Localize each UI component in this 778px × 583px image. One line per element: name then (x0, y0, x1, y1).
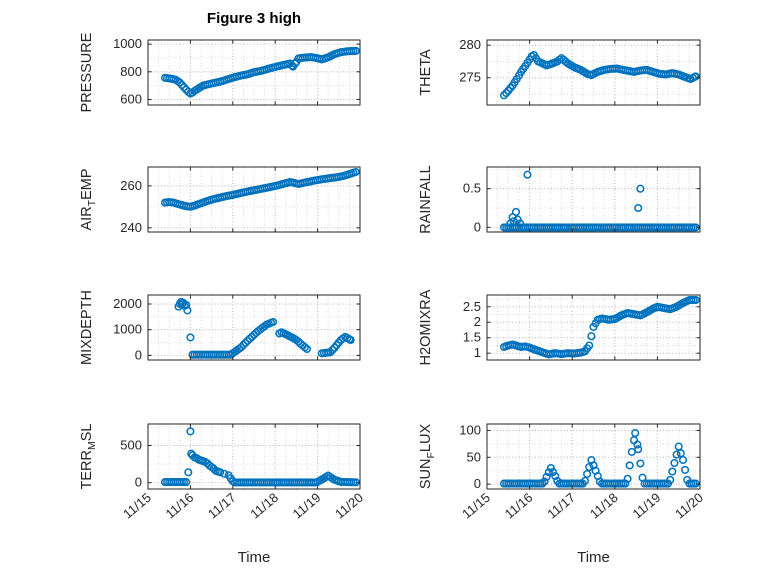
data-markers (499, 295, 700, 359)
data-markers (174, 297, 355, 359)
data-markers (499, 170, 700, 232)
y-axis-label-rainfall: RAINFALL (418, 165, 434, 234)
figure-title: Figure 3 high (206, 10, 302, 27)
y-tick-label: 0 (474, 219, 481, 234)
y-tick-label: 275 (459, 70, 481, 85)
x-tick-label: 11/15 (459, 490, 493, 522)
y-tick-label: 0 (135, 347, 142, 362)
y-tick-label: 1000 (113, 36, 142, 51)
subplot-rainfall: 0 0.5 RAINFALL (418, 165, 701, 234)
axis-box (147, 39, 361, 106)
y-tick-label: 260 (120, 178, 142, 193)
y-tick-label: 800 (120, 64, 142, 79)
y-tick-label: 1.5 (463, 330, 481, 345)
y-tick-label: 280 (459, 37, 481, 52)
y-axis-label-theta: THETA (418, 49, 434, 96)
axis-box (147, 423, 361, 490)
y-tick-label: 1000 (113, 322, 142, 337)
y-axis-label-mixdepth: MIXDEPTH (79, 290, 95, 365)
data-markers (160, 46, 360, 98)
data-markers (160, 427, 360, 487)
x-tick-label: 11/15 (120, 490, 154, 522)
subplot-h2omixra: 11.522.5 H2OMIXRA (418, 289, 701, 365)
x-axis-label-right: Time (577, 549, 610, 566)
data-markers (160, 167, 360, 211)
y-tick-label: 0 (474, 476, 481, 491)
subplot-theta: 275 280 THETA (418, 37, 701, 106)
x-tick-label: 11/20 (672, 490, 706, 522)
axis-box (486, 166, 701, 233)
x-tick-label: 11/18 (247, 490, 281, 522)
x-tick-label: 11/16 (162, 490, 196, 522)
x-tick-label: 11/19 (629, 490, 663, 522)
y-tick-label: 600 (120, 91, 142, 106)
data-markers (499, 50, 700, 100)
y-tick-label: 0 (135, 475, 142, 490)
axis-box (486, 423, 701, 490)
y-tick-label: 2000 (113, 296, 142, 311)
x-axis-label-left: Time (237, 549, 271, 566)
x-tick-label: 11/17 (544, 490, 578, 522)
y-tick-label: 50 (467, 449, 481, 464)
axis-box (147, 294, 361, 361)
y-axis-label-pressure: PRESSURE (79, 32, 95, 112)
x-tick-label: 11/20 (332, 490, 366, 522)
y-axis-label-h2omixra: H2OMIXRA (418, 289, 434, 365)
axis-box (486, 294, 701, 361)
y-tick-label: 100 (459, 422, 481, 437)
y-tick-label: 2.5 (463, 299, 481, 314)
axis-box (486, 39, 701, 106)
x-tick-label: 11/19 (290, 490, 324, 522)
y-tick-label: 0.5 (463, 181, 481, 196)
y-tick-label: 500 (120, 438, 142, 453)
x-tick-label: 11/16 (502, 490, 536, 522)
y-axis-label-sun_flux: SUNFLUX (418, 424, 437, 490)
subplot-sun_flux: 0 50 100 11/15 11/16 11/17 11/18 11/19 11/20 SUNF… (418, 422, 706, 521)
y-tick-label: 240 (120, 220, 142, 235)
subplot-mixdepth: 0 1000 2000 MIXDEPTH (79, 290, 361, 365)
axis-box (147, 166, 361, 233)
data-markers (499, 429, 700, 488)
x-tick-label: 11/17 (205, 490, 239, 522)
y-tick-label: 2 (474, 314, 481, 329)
y-tick-label: 1 (474, 345, 481, 360)
y-axis-label-air_temp: AIRTEMP (79, 168, 98, 230)
subplot-terr_msl: 0 500 11/15 11/16 11/17 11/18 11/19 11/20 TERRMS… (79, 423, 366, 522)
y-axis-label-terr_msl: TERRMSL (79, 424, 98, 490)
x-tick-label: 11/18 (587, 490, 621, 522)
subplot-air_temp: 240 260 AIRTEMP (79, 166, 361, 235)
subplot-pressure: 600 800 1000 PRESSURE (79, 32, 361, 112)
